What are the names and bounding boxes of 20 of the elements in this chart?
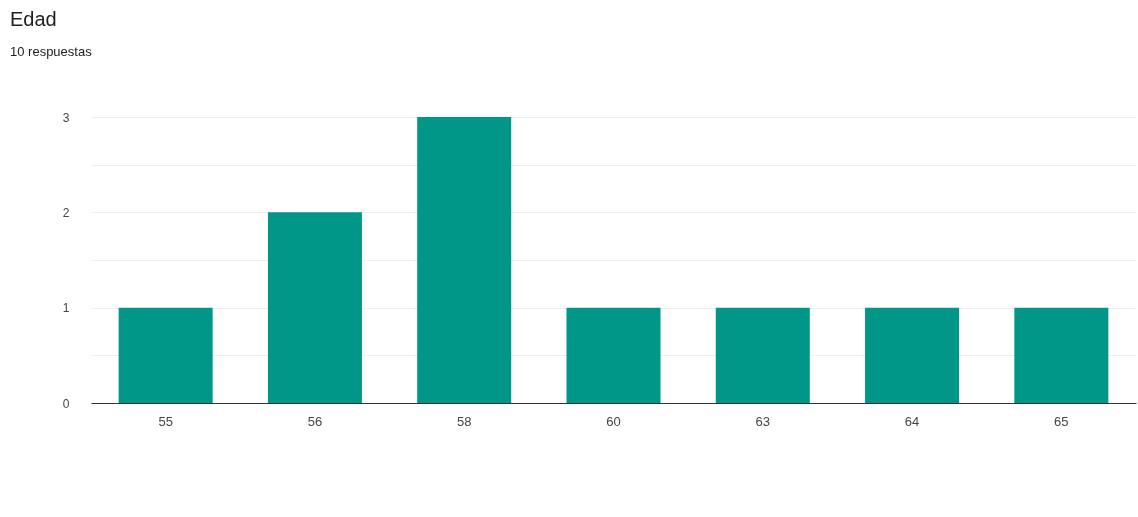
- x-tick-label: 56: [307, 413, 323, 429]
- bar: [267, 212, 362, 403]
- bar: [417, 117, 512, 403]
- y-tick-label: 2: [62, 205, 70, 220]
- x-tick-label: 58: [456, 413, 472, 429]
- y-tick-label: 1: [62, 301, 70, 316]
- bar: [118, 307, 213, 403]
- bar: [566, 307, 661, 403]
- bar: [1014, 307, 1109, 403]
- x-tick-label: 65: [1054, 413, 1069, 429]
- bar: [715, 307, 810, 403]
- y-tick-label: 3: [62, 110, 70, 125]
- x-tick-label: 63: [755, 413, 771, 429]
- y-tick-label: 0: [62, 396, 70, 411]
- chart-subtitle: 10 respuestas: [10, 44, 92, 59]
- bar: [865, 307, 960, 403]
- x-tick-label: 64: [904, 413, 920, 429]
- chart-title: Edad: [10, 8, 57, 31]
- x-tick-label: 60: [606, 413, 621, 429]
- x-tick-label: 55: [158, 413, 173, 429]
